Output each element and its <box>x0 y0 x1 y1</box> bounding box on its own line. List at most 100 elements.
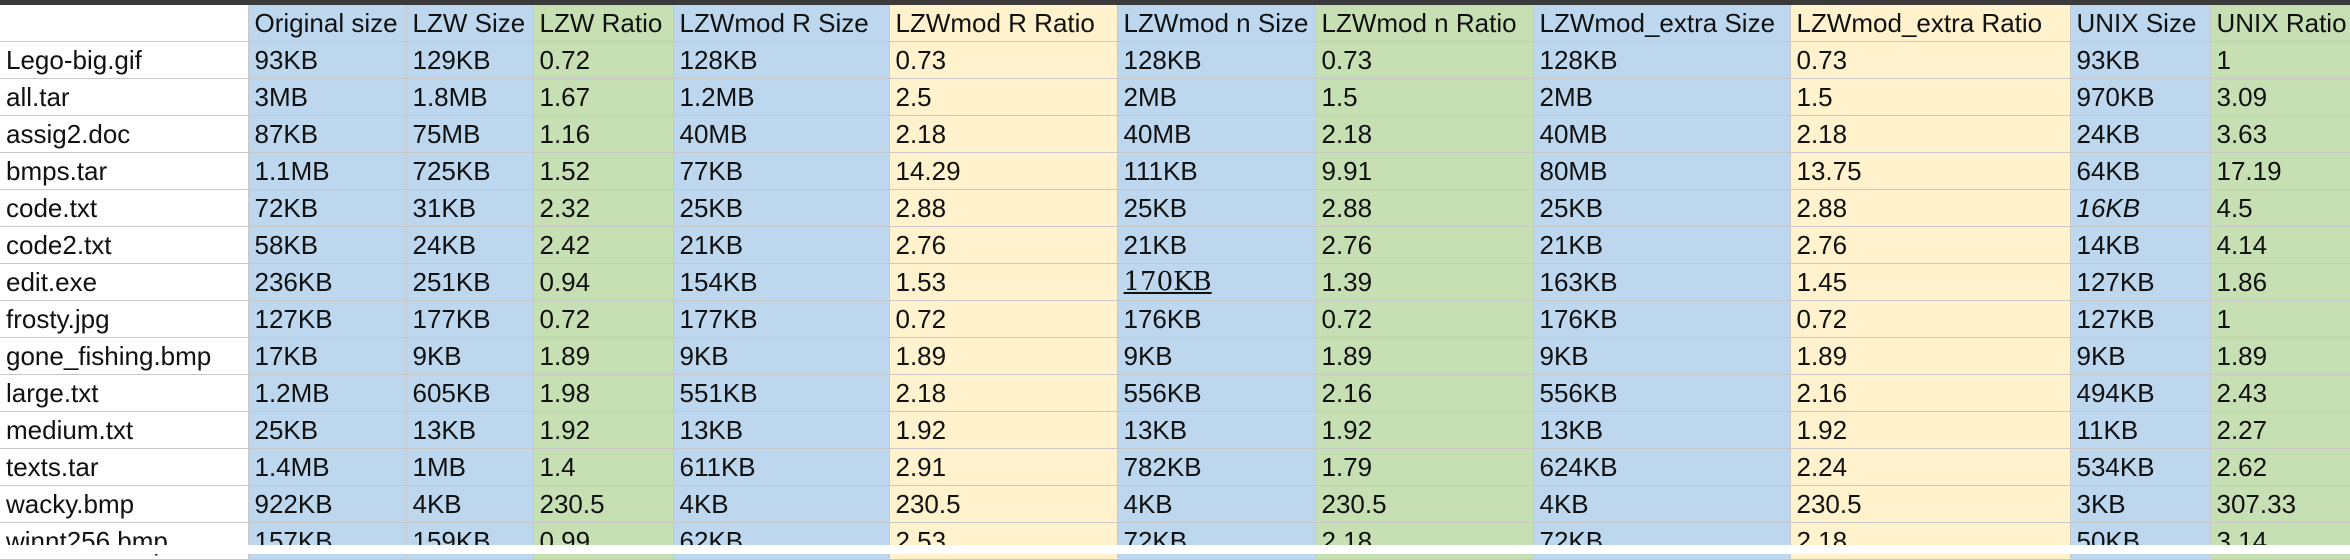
lzw-size-cell[interactable]: 725KB <box>406 152 534 190</box>
lzw-ratio-cell[interactable]: 0.94 <box>533 263 674 301</box>
lzw-size-cell[interactable]: 13KB <box>406 411 534 449</box>
file-name-cell[interactable]: code2.txt <box>0 226 249 264</box>
lzwmod-extra-ratio-cell[interactable]: 2.18 <box>1790 115 2071 153</box>
lzwmod-n-size-cell[interactable]: 2MB <box>1117 78 1316 116</box>
lzwmod-r-ratio-cell[interactable]: 1.92 <box>889 411 1118 449</box>
lzwmod-extra-size-cell[interactable]: 25KB <box>1533 189 1791 227</box>
lzwmod-n-ratio-cell[interactable]: 1.89 <box>1315 337 1534 375</box>
column-header-unix-size[interactable]: UNIX Size <box>2070 5 2211 42</box>
lzwmod-n-size-cell[interactable]: 170KB <box>1117 263 1316 301</box>
lzwmod-r-ratio-cell[interactable]: 1.89 <box>889 337 1118 375</box>
unix-size-cell[interactable]: 16KB <box>2070 189 2211 227</box>
lzwmod-r-ratio-cell[interactable]: 2.76 <box>889 226 1118 264</box>
lzw-size-cell[interactable]: 1.8MB <box>406 78 534 116</box>
lzw-ratio-cell[interactable]: 0.72 <box>533 41 674 79</box>
original-size-cell[interactable]: 922KB <box>248 485 407 523</box>
file-name-cell[interactable]: texts.tar <box>0 448 249 486</box>
unix-size-cell[interactable]: 970KB <box>2070 78 2211 116</box>
lzwmod-extra-ratio-cell[interactable]: 2.16 <box>1790 374 2071 412</box>
file-name-cell[interactable]: assig2.doc <box>0 115 249 153</box>
lzwmod-extra-ratio-cell[interactable]: 0.73 <box>1790 41 2071 79</box>
lzw-ratio-cell[interactable]: 1.67 <box>533 78 674 116</box>
lzwmod-r-size-cell[interactable]: 40MB <box>673 115 890 153</box>
lzwmod-r-size-cell[interactable]: 1.2MB <box>673 78 890 116</box>
lzwmod-r-size-cell[interactable]: 128KB <box>673 41 890 79</box>
lzwmod-n-ratio-cell[interactable]: 0.72 <box>1315 300 1534 338</box>
lzwmod-n-ratio-cell[interactable]: 1.39 <box>1315 263 1534 301</box>
lzwmod-r-ratio-cell[interactable]: 2.91 <box>889 448 1118 486</box>
lzw-ratio-cell[interactable]: 1.52 <box>533 152 674 190</box>
lzwmod-r-ratio-cell[interactable]: 2.18 <box>889 115 1118 153</box>
lzw-ratio-cell[interactable]: 2.32 <box>533 189 674 227</box>
column-header-lzwmod-n-ratio[interactable]: LZWmod n Ratio <box>1315 5 1534 42</box>
unix-size-cell[interactable]: 127KB <box>2070 263 2211 301</box>
original-size-cell[interactable]: 25KB <box>248 411 407 449</box>
lzwmod-r-ratio-cell[interactable]: 230.5 <box>889 485 1118 523</box>
lzwmod-n-size-cell[interactable]: 128KB <box>1117 41 1316 79</box>
column-header-lzw-ratio[interactable]: LZW Ratio <box>533 5 674 42</box>
file-name-cell[interactable]: bmps.tar <box>0 152 249 190</box>
column-header-lzwmod-r-size[interactable]: LZWmod R Size <box>673 5 890 42</box>
lzw-ratio-cell[interactable]: 1.16 <box>533 115 674 153</box>
unix-size-cell[interactable]: 494KB <box>2070 374 2211 412</box>
unix-ratio-cell[interactable]: 3.63 <box>2210 115 2350 153</box>
unix-size-cell[interactable]: 93KB <box>2070 41 2211 79</box>
lzw-size-cell[interactable]: 4KB <box>406 485 534 523</box>
corner-cell[interactable] <box>0 5 249 42</box>
original-size-cell[interactable]: 1.4MB <box>248 448 407 486</box>
unix-ratio-cell[interactable]: 3.09 <box>2210 78 2350 116</box>
lzwmod-extra-size-cell[interactable]: 9KB <box>1533 337 1791 375</box>
lzwmod-r-ratio-cell[interactable]: 14.29 <box>889 152 1118 190</box>
original-size-cell[interactable]: 72KB <box>248 189 407 227</box>
lzwmod-r-ratio-cell[interactable]: 2.88 <box>889 189 1118 227</box>
original-size-cell[interactable]: 17KB <box>248 337 407 375</box>
lzwmod-n-size-cell[interactable]: 25KB <box>1117 189 1316 227</box>
lzwmod-n-size-cell[interactable]: 176KB <box>1117 300 1316 338</box>
original-size-cell[interactable]: 236KB <box>248 263 407 301</box>
lzwmod-extra-size-cell[interactable]: 163KB <box>1533 263 1791 301</box>
lzwmod-extra-size-cell[interactable]: 80MB <box>1533 152 1791 190</box>
lzwmod-n-size-cell[interactable]: 40MB <box>1117 115 1316 153</box>
lzw-size-cell[interactable]: 605KB <box>406 374 534 412</box>
unix-ratio-cell[interactable]: 1 <box>2210 300 2350 338</box>
file-name-cell[interactable]: edit.exe <box>0 263 249 301</box>
lzwmod-r-ratio-cell[interactable]: 0.72 <box>889 300 1118 338</box>
lzwmod-n-ratio-cell[interactable]: 9.91 <box>1315 152 1534 190</box>
lzw-size-cell[interactable]: 9KB <box>406 337 534 375</box>
lzw-size-cell[interactable]: 251KB <box>406 263 534 301</box>
unix-ratio-cell[interactable]: 2.43 <box>2210 374 2350 412</box>
unix-size-cell[interactable]: 11KB <box>2070 411 2211 449</box>
lzwmod-n-ratio-cell[interactable]: 230.5 <box>1315 485 1534 523</box>
column-header-unix-ratio[interactable]: UNIX Ratio <box>2210 5 2350 42</box>
column-header-lzw-size[interactable]: LZW Size <box>406 5 534 42</box>
lzwmod-extra-size-cell[interactable]: 128KB <box>1533 41 1791 79</box>
unix-ratio-cell[interactable]: 1.86 <box>2210 263 2350 301</box>
file-name-cell[interactable]: code.txt <box>0 189 249 227</box>
lzwmod-r-ratio-cell[interactable]: 2.5 <box>889 78 1118 116</box>
file-name-cell[interactable]: wacky.bmp <box>0 485 249 523</box>
lzw-size-cell[interactable]: 75MB <box>406 115 534 153</box>
original-size-cell[interactable]: 1.2MB <box>248 374 407 412</box>
lzwmod-n-size-cell[interactable]: 13KB <box>1117 411 1316 449</box>
lzwmod-n-ratio-cell[interactable]: 1.92 <box>1315 411 1534 449</box>
unix-ratio-cell[interactable]: 1 <box>2210 41 2350 79</box>
lzwmod-extra-size-cell[interactable]: 4KB <box>1533 485 1791 523</box>
lzwmod-n-ratio-cell[interactable]: 1.5 <box>1315 78 1534 116</box>
lzwmod-n-size-cell[interactable]: 111KB <box>1117 152 1316 190</box>
column-header-original-size[interactable]: Original size <box>248 5 407 42</box>
unix-size-cell[interactable]: 3KB <box>2070 485 2211 523</box>
lzwmod-extra-ratio-cell[interactable]: 0.72 <box>1790 300 2071 338</box>
original-size-cell[interactable]: 58KB <box>248 226 407 264</box>
column-header-lzwmod-extra-ratio[interactable]: LZWmod_extra Ratio <box>1790 5 2071 42</box>
column-header-lzwmod-n-size[interactable]: LZWmod n Size <box>1117 5 1316 42</box>
unix-ratio-cell[interactable]: 2.62 <box>2210 448 2350 486</box>
lzwmod-r-ratio-cell[interactable]: 2.18 <box>889 374 1118 412</box>
lzw-ratio-cell[interactable]: 1.98 <box>533 374 674 412</box>
column-header-lzwmod-r-ratio[interactable]: LZWmod R Ratio <box>889 5 1118 42</box>
lzwmod-extra-size-cell[interactable]: 40MB <box>1533 115 1791 153</box>
lzwmod-extra-ratio-cell[interactable]: 1.5 <box>1790 78 2071 116</box>
unix-ratio-cell[interactable]: 2.27 <box>2210 411 2350 449</box>
unix-ratio-cell[interactable]: 307.33 <box>2210 485 2350 523</box>
unix-size-cell[interactable]: 534KB <box>2070 448 2211 486</box>
lzw-size-cell[interactable]: 129KB <box>406 41 534 79</box>
